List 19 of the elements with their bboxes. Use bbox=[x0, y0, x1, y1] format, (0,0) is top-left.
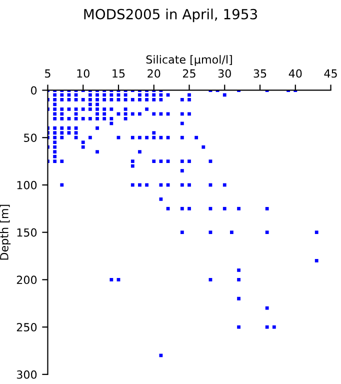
x-tick-label: 15 bbox=[112, 69, 125, 78]
y-tick-label: 100 bbox=[17, 180, 37, 190]
y-tick-label: 250 bbox=[16, 323, 37, 332]
x-tick-label: 45 bbox=[324, 69, 337, 78]
y-tick-label: 300 bbox=[16, 370, 37, 379]
chart-title: MODS2005 in April, 1953 bbox=[84, 8, 257, 22]
x-axis-title: Silicate [µmol/l] bbox=[146, 55, 232, 66]
x-tick-label: 35 bbox=[254, 69, 266, 78]
x-tick-label: 20 bbox=[148, 69, 160, 78]
y-tick-label: 150 bbox=[17, 228, 37, 237]
y-tick-label: 0 bbox=[30, 86, 37, 95]
y-axis-title: Depth [m] bbox=[0, 204, 11, 260]
y-tick-label: 200 bbox=[16, 276, 37, 284]
x-tick-label: 25 bbox=[183, 69, 196, 78]
x-tick-label: 10 bbox=[77, 69, 90, 78]
x-tick-label: 40 bbox=[288, 69, 302, 78]
x-tick-label: 30 bbox=[218, 69, 231, 78]
x-tick-label: 5 bbox=[45, 69, 50, 78]
y-tick-label: 50 bbox=[24, 134, 37, 142]
